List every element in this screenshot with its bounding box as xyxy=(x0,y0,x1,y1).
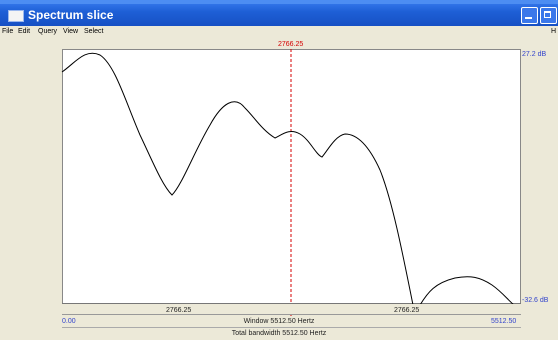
title-bar: Spectrum slice xyxy=(0,0,558,26)
x-axis-strip xyxy=(62,304,521,315)
minimize-icon xyxy=(525,17,532,19)
maximize-button[interactable] xyxy=(540,7,557,24)
menu-bar: File Edit Query View Select H xyxy=(0,26,558,37)
menu-query[interactable]: Query xyxy=(38,28,58,35)
y-max-label: 27.2 dB xyxy=(522,51,547,58)
y-min-label: -32.6 dB xyxy=(522,297,549,304)
window-bandwidth-label: Window 5512.50 Hertz xyxy=(243,318,315,325)
x-tick-label-1: 2766.25 xyxy=(166,307,192,314)
window-icon[interactable] xyxy=(8,10,24,22)
title-bar-top-strip xyxy=(0,0,558,4)
window-title: Spectrum slice xyxy=(28,8,114,22)
minimize-button[interactable] xyxy=(521,7,538,24)
menu-select[interactable]: Select xyxy=(84,28,104,35)
footer-separator xyxy=(62,327,521,328)
menu-view[interactable]: View xyxy=(63,28,79,35)
maximize-icon xyxy=(544,11,551,18)
x-end-label: 5512.50 xyxy=(491,318,517,325)
cursor-frequency-label: 2766.25 xyxy=(278,41,304,48)
menu-file[interactable]: File xyxy=(2,28,14,35)
x-tick-label-2: 2766.25 xyxy=(394,307,420,314)
top-ruler xyxy=(62,37,521,49)
menu-edit[interactable]: Edit xyxy=(18,28,31,35)
menu-help[interactable]: H xyxy=(550,28,556,35)
spectrum-curve-tail xyxy=(419,276,515,306)
spectrum-curve-main xyxy=(61,52,414,306)
total-bandwidth-label: Total bandwidth 5512.50 Hertz xyxy=(231,330,327,337)
x-start-label: 0.00 xyxy=(62,318,76,325)
